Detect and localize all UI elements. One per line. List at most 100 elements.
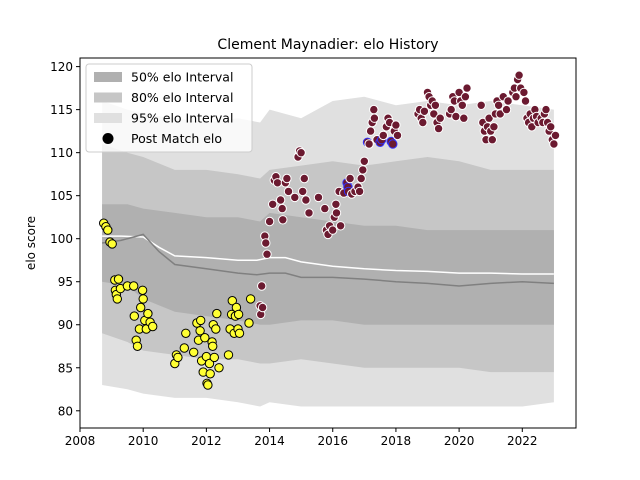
data-point-110 bbox=[358, 165, 368, 175]
data-point-96 bbox=[331, 199, 341, 210]
data-point-81 bbox=[290, 192, 300, 203]
legend-box bbox=[85, 63, 253, 153]
data-point-79 bbox=[282, 173, 292, 184]
data-point-89 bbox=[313, 192, 324, 203]
data-point-111 bbox=[359, 156, 369, 167]
data-point-60 bbox=[234, 328, 245, 338]
legend-label-4: Post Match elo bbox=[131, 131, 222, 146]
chart-title: Clement Maynadier: elo History bbox=[217, 37, 438, 53]
data-point-121 bbox=[378, 130, 388, 141]
data-point-47 bbox=[209, 352, 220, 363]
data-point-148 bbox=[451, 111, 461, 122]
data-point-173 bbox=[511, 92, 521, 102]
y-tick-label-105: 105 bbox=[50, 189, 73, 203]
data-point-42 bbox=[204, 358, 215, 369]
data-point-193 bbox=[546, 122, 556, 132]
data-point-133 bbox=[418, 117, 428, 128]
data-point-178 bbox=[520, 96, 531, 106]
data-point-70 bbox=[264, 216, 275, 227]
trend-lines bbox=[101, 233, 554, 287]
data-point-62 bbox=[245, 294, 256, 304]
data-point-13 bbox=[129, 281, 139, 291]
data-point-3 bbox=[103, 225, 113, 235]
data-point-76 bbox=[277, 203, 287, 214]
data-point-87 bbox=[301, 195, 311, 205]
data-point-34 bbox=[195, 326, 205, 336]
legend-label-3: 95% elo Interval bbox=[131, 111, 233, 126]
data-point-160 bbox=[484, 113, 494, 123]
data-point-61 bbox=[244, 318, 254, 328]
data-point-129 bbox=[392, 130, 403, 141]
data-point-196 bbox=[550, 130, 561, 141]
data-point-109 bbox=[356, 173, 366, 184]
data-point-190 bbox=[541, 104, 551, 115]
data-point-166 bbox=[493, 100, 504, 111]
data-point-30 bbox=[181, 328, 191, 338]
data-point-51 bbox=[223, 350, 234, 360]
data-point-113 bbox=[364, 139, 374, 149]
data-point-23 bbox=[143, 308, 153, 319]
data-point-116 bbox=[369, 104, 379, 115]
data-point-41 bbox=[203, 380, 213, 390]
data-point-77 bbox=[278, 215, 288, 225]
data-point-155 bbox=[476, 100, 486, 111]
data-point-88 bbox=[304, 208, 314, 218]
data-point-142 bbox=[433, 123, 444, 134]
y-tick-label-80: 80 bbox=[58, 404, 73, 418]
data-point-170 bbox=[503, 96, 513, 106]
data-point-71 bbox=[268, 199, 278, 210]
data-point-16 bbox=[132, 341, 143, 351]
data-point-99 bbox=[335, 221, 346, 231]
data-point-97 bbox=[331, 208, 342, 218]
trend-line-1 bbox=[102, 235, 554, 275]
data-point-74 bbox=[272, 178, 283, 188]
data-point-59 bbox=[233, 309, 244, 320]
data-point-68 bbox=[261, 238, 271, 248]
data-point-169 bbox=[501, 104, 512, 115]
data-point-14 bbox=[129, 311, 140, 321]
x-tick-label-2022: 2022 bbox=[507, 434, 538, 448]
x-tick-label-2018: 2018 bbox=[381, 434, 412, 448]
data-point-90 bbox=[320, 203, 330, 214]
legend-marker-4 bbox=[102, 133, 114, 144]
data-point-175 bbox=[514, 70, 524, 80]
data-point-145 bbox=[446, 104, 456, 115]
data-point-38 bbox=[200, 333, 210, 343]
data-point-25 bbox=[148, 321, 158, 332]
data-point-20 bbox=[138, 294, 148, 304]
legend-swatch-1 bbox=[94, 72, 122, 82]
data-point-128 bbox=[391, 120, 401, 130]
data-point-5 bbox=[107, 239, 117, 249]
data-point-151 bbox=[457, 100, 467, 111]
y-tick-label-90: 90 bbox=[58, 318, 73, 332]
data-point-153 bbox=[460, 92, 471, 102]
data-point-65 bbox=[257, 281, 267, 291]
data-point-50 bbox=[214, 363, 224, 373]
y-tick-label-95: 95 bbox=[58, 275, 73, 289]
y-tick-label-110: 110 bbox=[50, 146, 73, 160]
data-point-167 bbox=[495, 109, 505, 119]
post-match-points bbox=[99, 70, 561, 390]
data-point-35 bbox=[196, 315, 206, 326]
plot-area bbox=[99, 70, 561, 407]
data-point-18 bbox=[136, 302, 146, 313]
data-point-108 bbox=[354, 186, 365, 197]
data-point-94 bbox=[328, 225, 338, 235]
data-point-43 bbox=[205, 369, 215, 379]
data-point-154 bbox=[462, 83, 472, 93]
data-point-19 bbox=[137, 285, 148, 295]
data-point-126 bbox=[388, 139, 398, 149]
legend-label-2: 80% elo Interval bbox=[131, 90, 233, 105]
x-axis: 2008 2010 2012 2014 2016 2018 2020 2022 bbox=[65, 428, 538, 448]
x-tick-label-2014: 2014 bbox=[254, 434, 285, 448]
data-point-143 bbox=[435, 113, 445, 123]
y-tick-label-115: 115 bbox=[50, 103, 73, 117]
x-tick-label-2020: 2020 bbox=[444, 434, 475, 448]
data-point-66 bbox=[257, 302, 268, 313]
data-point-85 bbox=[298, 186, 308, 197]
x-tick-label-2008: 2008 bbox=[65, 434, 96, 448]
data-point-31 bbox=[189, 347, 199, 357]
data-point-80 bbox=[283, 186, 294, 197]
x-tick-label-2016: 2016 bbox=[317, 434, 348, 448]
data-point-69 bbox=[262, 249, 272, 259]
